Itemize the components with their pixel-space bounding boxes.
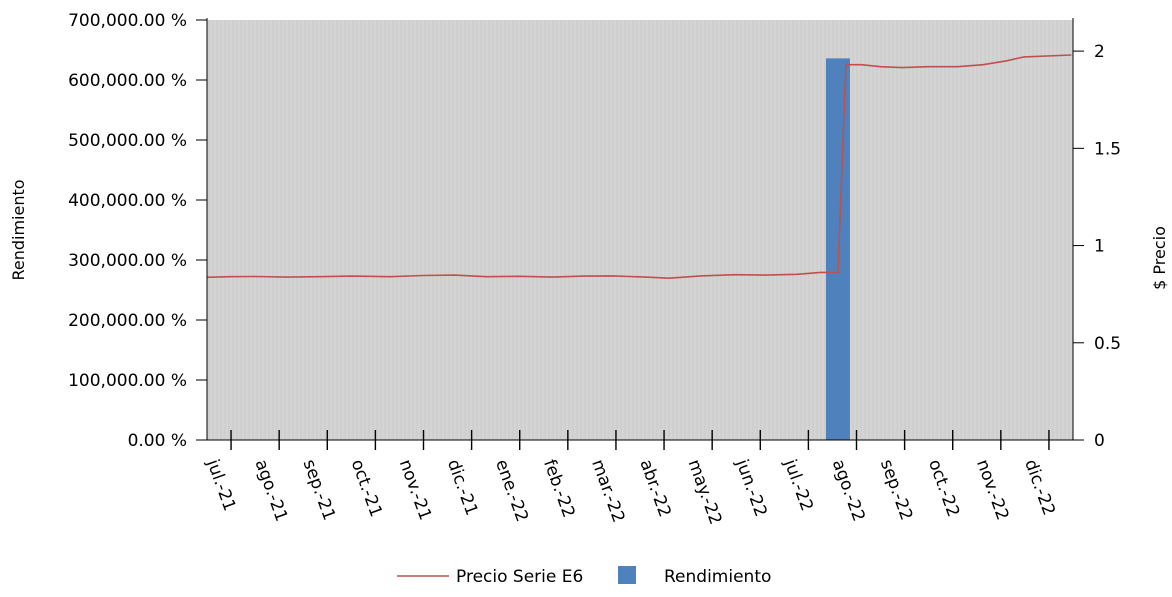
x-tick-label: dic.-21 (443, 457, 482, 518)
legend-bar-swatch (618, 566, 636, 584)
y-left-tick-label: 700,000.00 % (68, 11, 187, 31)
y-left-tick-label: 0.00 % (128, 431, 187, 451)
x-tick-label: feb.-22 (539, 457, 578, 521)
x-tick-label: sep.-22 (876, 457, 916, 523)
y-axis-right-title: $ Precio (1150, 226, 1169, 290)
x-tick-label: may.-22 (684, 457, 726, 528)
y-left-tick-label: 200,000.00 % (68, 311, 187, 331)
x-tick-label: ago.-21 (251, 457, 292, 524)
x-tick-label: nov.-22 (972, 457, 1012, 523)
x-tick-label: jul.-21 (202, 456, 239, 514)
legend-bar-label: Rendimiento (664, 567, 771, 587)
x-tick-label: jul.-22 (779, 456, 816, 514)
y-right-tick-label: 1.5 (1094, 139, 1121, 159)
x-tick-label: oct.-21 (347, 457, 386, 520)
x-tick-label: mar.-22 (587, 457, 628, 525)
price-line (206, 54, 1072, 280)
y-left-tick-label: 400,000.00 % (68, 191, 187, 211)
y-right-tick-label: 1 (1094, 237, 1105, 257)
y-axis-left-title: Rendimiento (9, 179, 28, 280)
x-tick-label: ene.-22 (491, 457, 532, 525)
y-left-tick-label: 500,000.00 % (68, 131, 187, 151)
y-left-tick-label: 600,000.00 % (68, 71, 187, 91)
x-tick-label: ago.-22 (828, 457, 869, 524)
y-right-tick-label: 2 (1094, 42, 1105, 62)
plot-texture (208, 20, 1070, 440)
x-tick-label: abr.-22 (635, 457, 674, 520)
x-tick-label: nov.-21 (395, 457, 435, 523)
x-tick-label: sep.-21 (299, 457, 339, 523)
legend: Precio Serie E6 Rendimiento (397, 566, 771, 587)
y-right-tick-label: 0.5 (1094, 334, 1121, 354)
legend-line-label: Precio Serie E6 (456, 567, 583, 587)
bar-series (208, 20, 1070, 441)
x-tick-label: jun.-22 (731, 456, 770, 520)
line-series (206, 54, 1072, 280)
y-left-tick-label: 300,000.00 % (68, 251, 187, 271)
x-tick-label: oct.-22 (924, 457, 963, 520)
bar (825, 58, 850, 441)
x-tick-label: dic.-22 (1020, 457, 1059, 518)
y-left-tick-label: 100,000.00 % (68, 371, 187, 391)
y-right-tick-label: 0 (1094, 431, 1105, 451)
